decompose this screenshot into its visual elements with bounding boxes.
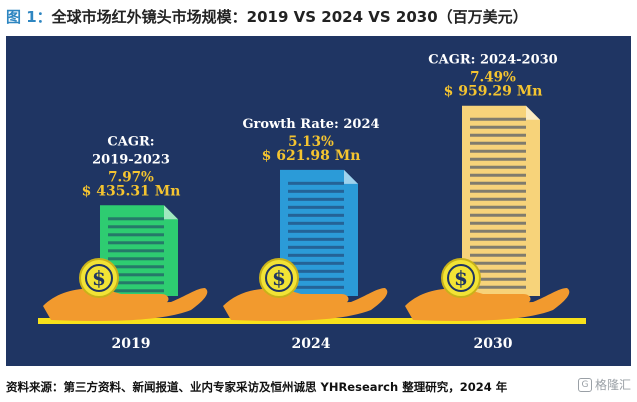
bar-line — [108, 225, 164, 229]
bar-line — [470, 133, 526, 137]
bar-line — [108, 241, 164, 245]
bar-line — [288, 197, 344, 201]
bar-line — [108, 273, 164, 277]
bar-lines-2019 — [108, 217, 164, 293]
dollar-sign-icon: $ — [454, 266, 468, 290]
tick-label-2024: 2024 — [292, 336, 331, 352]
figure-title: 图 1：全球市场红外镜头市场规模：2019 VS 2024 VS 2030（百万… — [6, 6, 528, 27]
bar-line — [470, 173, 526, 177]
bar-lines-2030 — [470, 117, 526, 289]
bar-group-2030: $ $ 959.29 Mn CAGR: 2024-2030 7.49% 2030 — [405, 53, 570, 352]
bar-line — [108, 289, 164, 293]
bar-line — [288, 221, 344, 225]
bar-line — [288, 269, 344, 273]
tick-label-2030: 2030 — [474, 336, 513, 352]
hand-icon — [223, 288, 388, 321]
bar-line — [470, 117, 526, 121]
bar-line — [108, 217, 164, 221]
bar-line — [288, 285, 344, 289]
bar-line — [470, 285, 526, 289]
x-axis-line — [38, 318, 586, 324]
annotation-label-2019: 2019-2023 — [92, 152, 170, 167]
annotation-value-2024: 5.13% — [288, 134, 334, 150]
annotation-label-2030: CAGR: 2024-2030 — [428, 53, 557, 68]
bar-line — [470, 165, 526, 169]
bar-line — [108, 257, 164, 261]
bar-line — [470, 149, 526, 153]
bar-line — [288, 181, 344, 185]
bar-line — [288, 277, 344, 281]
bar-line — [470, 189, 526, 193]
annotation-value-2019: 7.97% — [108, 169, 154, 185]
dollar-sign-icon: $ — [272, 266, 286, 290]
bar-line — [470, 205, 526, 209]
bar-line — [470, 269, 526, 273]
coin-ring — [265, 264, 293, 292]
bar-line — [288, 229, 344, 233]
hand-icon — [405, 288, 570, 321]
figure-title-text: 全球市场红外镜头市场规模：2019 VS 2024 VS 2030（百万美元） — [51, 8, 528, 26]
watermark-g-icon: G — [577, 377, 592, 392]
bar-line — [470, 197, 526, 201]
bar-line — [470, 237, 526, 241]
source-note: 资料来源：第三方资料、新闻报道、业内专家采访及恒州诚思 YHResearch 整… — [6, 380, 508, 394]
figure-label: 图 1： — [6, 8, 52, 26]
bar-line — [108, 265, 164, 269]
bar-line — [108, 233, 164, 237]
bar-line — [470, 261, 526, 265]
bar-line — [288, 213, 344, 217]
bar-line — [108, 249, 164, 253]
watermark-text: 格隆汇 — [594, 378, 631, 392]
bar-line — [470, 141, 526, 145]
coin-ring — [447, 264, 475, 292]
bar-lines-2024 — [288, 181, 344, 289]
bar-line — [288, 189, 344, 193]
bar-line — [470, 221, 526, 225]
value-label-2030: $ 959.29 Mn — [444, 84, 543, 100]
annotation-value-2030: 7.49% — [470, 70, 516, 86]
bar-group-2019: $ $ 435.31 Mn CAGR: 2019-2023 7.97% 2019 — [43, 134, 208, 352]
tick-label-2019: 2019 — [112, 336, 151, 352]
bar-group-2024: $ $ 621.98 Mn Growth Rate: 2024 5.13% 2024 — [223, 117, 388, 352]
chart-svg: $ $ 435.31 Mn CAGR: 2019-2023 7.97% 2019 $ $ 62… — [38, 53, 586, 352]
bar-line — [288, 237, 344, 241]
bar-fold-2019 — [164, 205, 178, 220]
annotation-label-2019: CAGR: — [107, 134, 154, 149]
bar-line — [470, 245, 526, 249]
bar-line — [470, 157, 526, 161]
bar-line — [470, 125, 526, 129]
bar-line — [470, 213, 526, 217]
value-label-2024: $ 621.98 Mn — [262, 148, 361, 164]
bar-fold-2024 — [344, 169, 358, 184]
value-label-2019: $ 435.31 Mn — [82, 183, 181, 199]
bar-line — [470, 277, 526, 281]
watermark: G 格隆汇 — [577, 376, 631, 393]
hand-icon — [43, 288, 208, 321]
bar-line — [288, 245, 344, 249]
bar-line — [108, 281, 164, 285]
chart-panel: $ $ 435.31 Mn CAGR: 2019-2023 7.97% 2019 $ $ 62… — [6, 36, 631, 366]
bar-line — [470, 229, 526, 233]
bar-line — [288, 205, 344, 209]
coin-ring — [85, 264, 113, 292]
bar-line — [288, 261, 344, 265]
bar-fold-2030 — [526, 105, 540, 120]
bar-line — [288, 253, 344, 257]
dollar-sign-icon: $ — [92, 266, 106, 290]
bar-line — [470, 181, 526, 185]
bar-line — [470, 253, 526, 257]
annotation-label-2024: Growth Rate: 2024 — [242, 117, 379, 132]
